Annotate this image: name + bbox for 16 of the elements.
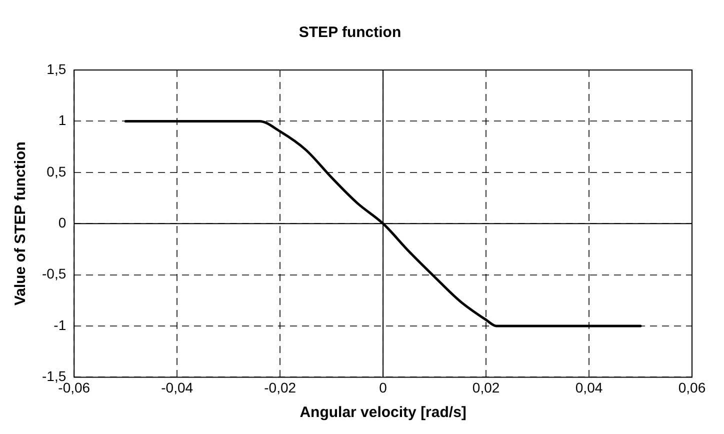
y-tick-label: -1,5 <box>42 368 66 384</box>
x-tick-label: -0,02 <box>264 379 296 396</box>
y-tick-label: -1 <box>54 316 66 333</box>
x-axis-title: Angular velocity [rad/s] <box>300 404 466 422</box>
x-tick-label: 0,04 <box>575 379 603 396</box>
y-tick-label: -0,5 <box>42 266 66 282</box>
x-tick-label: 0,02 <box>472 379 500 396</box>
x-tick-label: -0,04 <box>161 379 194 396</box>
x-tick-label: 0 <box>379 379 388 396</box>
y-tick-label: 1,5 <box>46 60 66 77</box>
y-tick-label: 1 <box>58 112 66 128</box>
chart-title: STEP function <box>298 24 402 42</box>
x-tick-label: 0,06 <box>678 379 706 396</box>
y-tick-label: 0,5 <box>46 163 66 180</box>
y-tick-label: 0 <box>58 214 66 230</box>
y-axis-title: Value of STEP function <box>12 142 30 306</box>
